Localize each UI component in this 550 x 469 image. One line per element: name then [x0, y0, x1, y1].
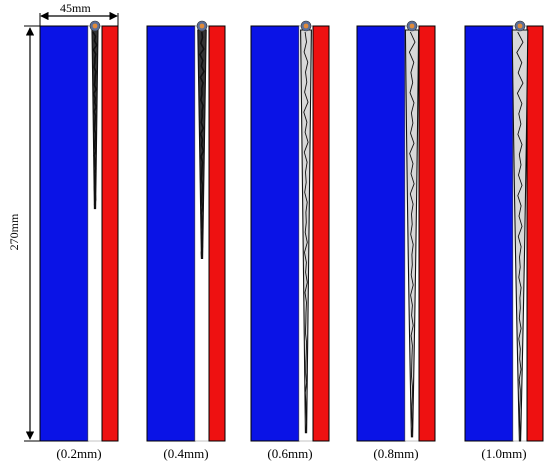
panel-caption: (0.2mm)	[56, 446, 102, 461]
panel-caption: (0.4mm)	[163, 446, 209, 461]
width-label: 45mm	[60, 1, 91, 15]
left-plate	[356, 25, 406, 442]
specimen-panel	[464, 20, 544, 442]
crack-trace	[300, 29, 312, 434]
panel-caption: (0.8mm)	[373, 446, 419, 461]
right-plate	[208, 25, 226, 442]
crack-trace	[404, 29, 420, 438]
left-plate	[39, 25, 89, 442]
specimen-panel	[146, 20, 226, 442]
injection-nozzle-icon	[300, 20, 312, 32]
left-plate	[464, 25, 514, 442]
right-plate	[526, 25, 544, 442]
injection-nozzle-icon	[196, 20, 208, 32]
height-dimension: 270mm	[7, 25, 40, 442]
panel-caption: (1.0mm)	[481, 446, 527, 461]
right-plate	[101, 25, 119, 442]
injection-nozzle-icon	[514, 20, 526, 32]
right-plate	[418, 25, 436, 442]
panel-caption: (0.6mm)	[267, 446, 313, 461]
injection-nozzle-icon	[406, 20, 418, 32]
specimen-panel	[250, 20, 330, 442]
crack-trace	[511, 29, 529, 442]
panels-group	[39, 20, 544, 442]
specimen-panel	[39, 20, 119, 442]
left-plate	[146, 25, 196, 442]
crack-trace	[91, 29, 99, 210]
right-plate	[312, 25, 330, 442]
injection-nozzle-icon	[89, 20, 101, 32]
left-plate	[250, 25, 300, 442]
width-dimension: 45mm	[39, 1, 119, 26]
specimen-panel	[356, 20, 436, 442]
height-label: 270mm	[7, 213, 21, 250]
crack-trace	[197, 29, 207, 259]
